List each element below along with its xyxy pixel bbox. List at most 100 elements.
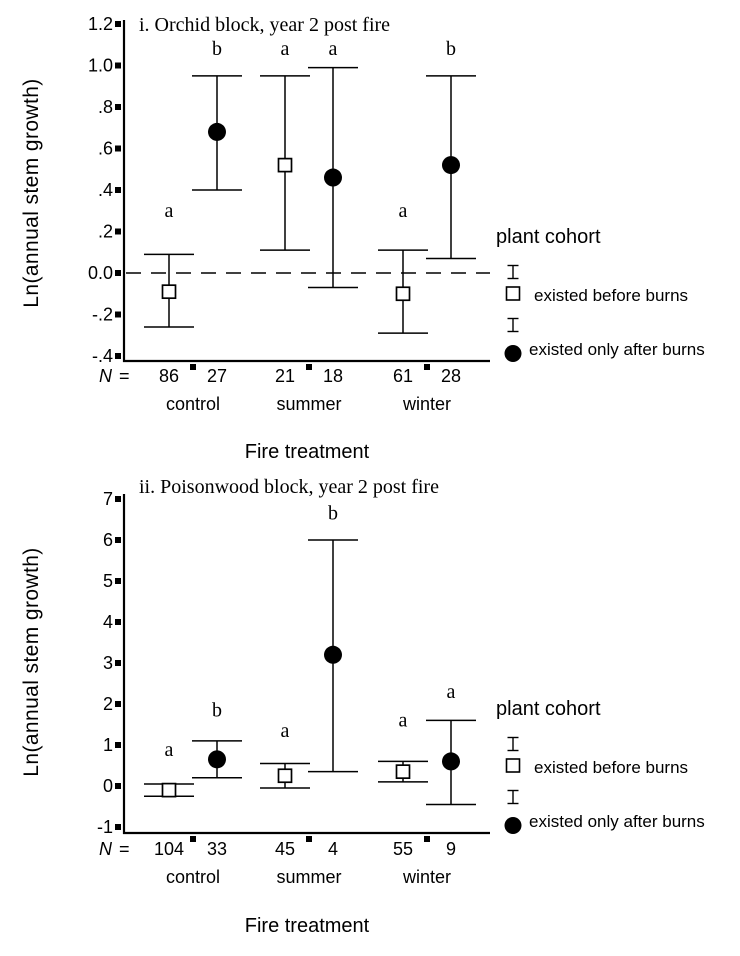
errorbar-point-filled-circle-control: b <box>192 699 242 779</box>
legend-item-after-label: existed only after burns <box>529 340 705 359</box>
y-tick-label: 3 <box>103 653 113 673</box>
significance-letter: a <box>281 720 290 742</box>
open-square-icon <box>505 286 521 301</box>
errorbar-point-open-square-winter: a <box>378 200 428 334</box>
n-value: 18 <box>323 366 343 386</box>
filled-circle-marker <box>442 156 460 175</box>
treatment-label: control <box>166 394 220 414</box>
y-tick <box>115 537 121 543</box>
significance-letter: a <box>447 681 456 703</box>
errorbar-point-open-square-control: a <box>144 739 194 798</box>
y-tick-label: 1.0 <box>88 56 113 76</box>
panel-ii-title: ii. Poisonwood block, year 2 post fire <box>139 476 439 498</box>
y-tick-label: 5 <box>103 571 113 591</box>
significance-letter: a <box>165 739 174 761</box>
y-tick <box>115 660 121 666</box>
errorbar-point-open-square-winter: a <box>378 710 428 783</box>
significance-letter: a <box>281 38 290 60</box>
y-tick-label: 6 <box>103 530 113 550</box>
y-tick-label: .2 <box>98 222 113 242</box>
n-value: 104 <box>154 839 184 859</box>
y-tick-label: 0.0 <box>88 263 113 283</box>
panel-0-plot: 1.2 1.0 .8 .6 .4 .2 0.0 -.2 -.4 control summer wint… <box>88 14 490 414</box>
n-value: 27 <box>207 366 227 386</box>
filled-circle-icon <box>504 345 522 362</box>
open-square-marker <box>395 764 411 780</box>
significance-letter: b <box>328 503 338 525</box>
errorbar-open-square-icon <box>505 264 521 301</box>
y-tick <box>115 104 121 110</box>
x-tick <box>306 364 312 370</box>
y-tick <box>115 228 121 235</box>
y-tick-label: 4 <box>103 612 113 632</box>
x-tick <box>190 364 196 370</box>
y-tick <box>115 578 121 584</box>
panel-1-plot: 7 6 5 4 3 2 1 0 -1 control summer winter N = a 104 a 45 a 5… <box>97 489 490 887</box>
n-value: 45 <box>275 839 295 859</box>
legend-item-before-label: existed before burns <box>534 758 689 777</box>
y-tick <box>115 619 121 625</box>
significance-letter: b <box>446 38 456 60</box>
open-square-marker <box>395 286 411 302</box>
errorbar-point-filled-circle-winter: b <box>426 38 476 260</box>
n-value: 61 <box>393 366 413 386</box>
y-tick <box>115 187 121 193</box>
y-tick-label: -.4 <box>92 346 113 366</box>
open-square-marker <box>277 157 293 173</box>
n-value: 55 <box>393 839 413 859</box>
x-tick <box>190 836 196 842</box>
legend-title: plant cohort <box>496 698 601 720</box>
legend-title: plant cohort <box>496 226 601 248</box>
filled-circle-marker <box>208 122 226 141</box>
y-tick <box>115 62 121 69</box>
significance-letter: a <box>329 38 338 60</box>
errorbar-filled-circle-icon <box>504 317 522 362</box>
filled-circle-marker <box>442 752 460 771</box>
treatment-label: summer <box>276 867 341 887</box>
y-tick-label: .8 <box>98 97 113 117</box>
n-value: 9 <box>446 839 456 859</box>
n-value: 86 <box>159 366 179 386</box>
treatment-label: winter <box>402 867 451 887</box>
y-tick <box>115 742 121 748</box>
y-tick <box>115 270 121 276</box>
filled-circle-marker <box>324 168 342 187</box>
y-tick <box>115 353 121 359</box>
errorbar-point-open-square-control: a <box>144 200 194 328</box>
n-value: 4 <box>328 839 338 859</box>
y-tick-label: 1 <box>103 735 113 755</box>
y-tick <box>115 783 121 789</box>
open-square-marker <box>277 768 293 784</box>
errorbar-filled-circle-icon <box>504 789 522 834</box>
y-tick-label: -.2 <box>92 305 113 325</box>
x-tick <box>424 364 430 370</box>
errorbar-point-filled-circle-winter: a <box>426 681 476 806</box>
y-tick <box>115 824 121 830</box>
errorbar-open-square-icon <box>505 736 521 773</box>
y-tick-label: .4 <box>98 180 113 200</box>
x-tick <box>424 836 430 842</box>
significance-letter: a <box>399 710 408 732</box>
treatment-label: winter <box>402 394 451 414</box>
errorbar-point-filled-circle-summer: a <box>308 38 358 289</box>
y-tick-label: -1 <box>97 817 113 837</box>
panel-i-title: i. Orchid block, year 2 post fire <box>139 14 391 36</box>
treatment-label: control <box>166 867 220 887</box>
y-tick <box>115 701 121 707</box>
n-value: 33 <box>207 839 227 859</box>
open-square-icon <box>505 758 521 773</box>
y-tick-label: 0 <box>103 776 113 796</box>
y-tick <box>115 311 121 318</box>
n-row-prefix: N = <box>99 839 130 859</box>
filled-circle-icon <box>504 817 522 834</box>
y-tick-label: .6 <box>98 139 113 159</box>
panel-i-y-axis-label: Ln(annual stem growth) <box>20 78 43 308</box>
panel-ii-y-axis-label: Ln(annual stem growth) <box>20 547 43 777</box>
legend-item-after-label: existed only after burns <box>529 812 705 831</box>
errorbar-point-filled-circle-control: b <box>192 38 242 191</box>
legend-item-before-label: existed before burns <box>534 286 689 305</box>
panel-i-legend: plant cohort existed before burns existe… <box>496 226 736 376</box>
y-tick <box>115 21 121 27</box>
